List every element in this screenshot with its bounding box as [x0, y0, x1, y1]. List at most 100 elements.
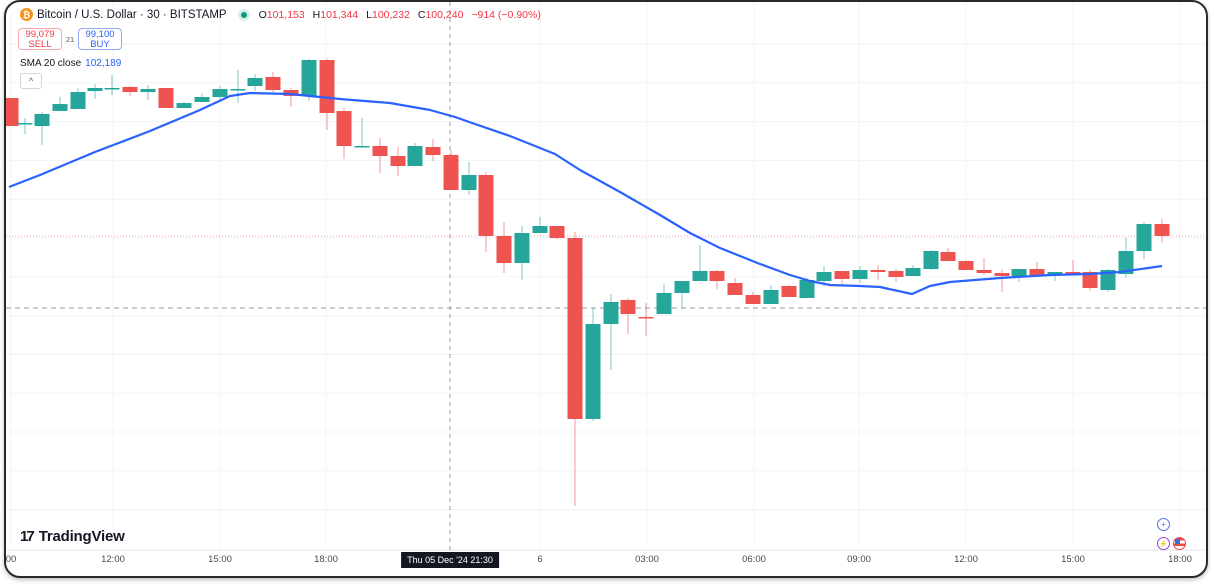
candle-body: [1082, 272, 1098, 288]
candle-body: [1118, 251, 1134, 274]
collapse-legend-button[interactable]: ^: [20, 73, 42, 89]
time-axis-label: 12:00: [954, 554, 978, 565]
candle-body: [301, 60, 317, 96]
candle-body: [888, 271, 904, 277]
sell-button[interactable]: 99,079 SELL: [18, 28, 62, 50]
candle-body: [976, 270, 992, 273]
low-label: L: [366, 8, 372, 21]
time-axis-label: 18:00: [1168, 554, 1192, 565]
candle-body: [1136, 224, 1152, 251]
candle-body: [1047, 272, 1063, 274]
sell-label: SELL: [28, 39, 52, 50]
candle-body: [390, 156, 406, 166]
candle-body: [336, 111, 352, 146]
candle-body: [34, 114, 50, 126]
candle-body: [372, 146, 388, 156]
ohlc-values: O101,153 H101,344 L100,232 C100,240 −914…: [259, 9, 541, 21]
candle-body: [763, 290, 779, 304]
candle-body: [461, 175, 477, 190]
time-axis-label: 15:00: [208, 554, 232, 565]
time-axis-label: 06:00: [742, 554, 766, 565]
candle-body: [870, 270, 886, 272]
candle-body: [834, 271, 850, 279]
candle-body: [247, 78, 263, 86]
add-icon[interactable]: +: [1157, 518, 1170, 531]
candle-body: [176, 103, 192, 108]
close-value: 100,240: [425, 8, 464, 21]
time-axis[interactable]: 00 12:00 15:00 18:00 6 03:00 06:00 09:00 12:00 15…: [5, 552, 1206, 572]
candle-body: [443, 155, 459, 190]
buy-label: BUY: [90, 39, 110, 50]
low-value: 100,232: [371, 8, 410, 21]
sma-value: 102,189: [85, 58, 122, 69]
candle-body: [852, 270, 868, 279]
candle-body: [70, 92, 86, 109]
candle-body: [709, 271, 725, 281]
candle-body: [603, 302, 619, 324]
candle-body: [656, 293, 672, 314]
candle-body: [212, 89, 228, 97]
candle-body: [781, 286, 797, 297]
high-value: 101,344: [320, 8, 359, 21]
tradingview-logo[interactable]: 17 TradingView: [20, 528, 125, 545]
time-axis-label: 6: [537, 554, 543, 565]
candle-body: [816, 272, 832, 281]
time-axis-label: 15:00: [1061, 554, 1085, 565]
buy-button[interactable]: 99,100 BUY: [78, 28, 122, 50]
symbol-legend: ₿ Bitcoin / U.S. Dollar · 30 · BITSTAMP …: [20, 8, 541, 21]
candle-body: [122, 87, 138, 92]
candle-body: [549, 226, 565, 238]
candle-body: [140, 89, 156, 92]
tradingview-logo-icon: 17: [20, 528, 35, 545]
candle-body: [585, 324, 601, 419]
open-value: 101,153: [266, 8, 305, 21]
candle-body: [1065, 272, 1081, 274]
candle-body: [17, 123, 33, 125]
candle-body: [496, 236, 512, 263]
crosshair-time-label: Thu 05 Dec '24 21:30: [401, 552, 499, 568]
candle-body: [514, 233, 530, 263]
sell-price: 99,079: [25, 29, 55, 40]
candle-body: [319, 60, 335, 113]
candle-body: [354, 146, 370, 148]
time-axis-label: 09:00: [847, 554, 871, 565]
candle-body: [1029, 269, 1045, 275]
us-flag-icon[interactable]: [1173, 537, 1186, 550]
price-chart-canvas[interactable]: [6, 2, 1208, 578]
plus-glyph: +: [1161, 520, 1166, 529]
candle-body: [194, 97, 210, 102]
candle-body: [52, 104, 68, 111]
lightning-icon[interactable]: ⚡: [1157, 537, 1170, 550]
candle-body: [6, 98, 19, 126]
open-label: O: [258, 8, 267, 21]
candle-body: [727, 283, 743, 295]
sma-label: SMA 20 close: [20, 58, 82, 69]
candle-body: [674, 281, 690, 293]
symbol-title[interactable]: Bitcoin / U.S. Dollar · 30 · BITSTAMP: [37, 8, 227, 21]
candle-body: [692, 271, 708, 281]
time-axis-label: 12:00: [101, 554, 125, 565]
chevron-up-icon: ^: [28, 76, 34, 86]
candle-body: [1100, 270, 1116, 290]
tradingview-logo-text: TradingView: [38, 528, 125, 545]
trade-panel: 99,079 SELL 21 99,100 BUY: [18, 28, 122, 50]
candle-body: [104, 88, 120, 90]
candle-body: [745, 295, 761, 304]
spread-value: 21: [65, 34, 75, 44]
candle-body: [905, 268, 921, 276]
bitcoin-icon: ₿: [20, 8, 33, 21]
change-value: −914 (−0.90%): [471, 8, 541, 21]
candle-body: [1154, 224, 1170, 236]
candle-body: [265, 77, 281, 90]
close-label: C: [417, 8, 426, 21]
sma-line: [8, 91, 1163, 296]
candle-body: [567, 238, 583, 419]
sma-indicator-legend[interactable]: SMA 20 close 102,189: [20, 58, 121, 69]
candle-body: [958, 261, 974, 270]
time-axis-label: 00: [5, 554, 17, 565]
chart-window: ₿ Bitcoin / U.S. Dollar · 30 · BITSTAMP …: [4, 0, 1208, 578]
candle-body: [158, 88, 174, 108]
candle-body: [425, 147, 441, 155]
candle-body: [230, 89, 246, 91]
candle-body: [638, 317, 654, 319]
